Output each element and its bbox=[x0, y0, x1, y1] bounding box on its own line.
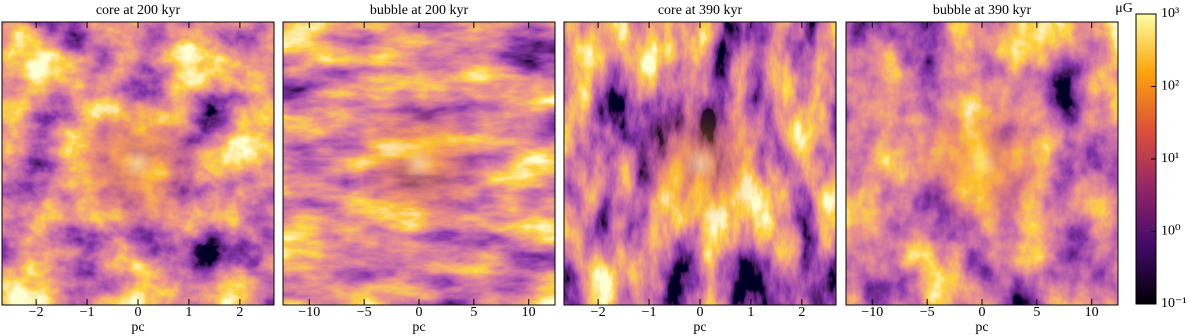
x-tick-label: 10 bbox=[522, 305, 536, 320]
colorbar-tick-label: 10¹ bbox=[1161, 151, 1179, 166]
bright-core bbox=[349, 93, 489, 234]
x-axis-label: pc bbox=[693, 320, 706, 335]
x-axis-label: pc bbox=[131, 320, 144, 335]
bright-core bbox=[630, 93, 770, 234]
x-tick-label: −1 bbox=[80, 305, 95, 320]
panel-title: bubble at 390 kyr bbox=[933, 3, 1032, 18]
colorbar-tick-label: 10² bbox=[1161, 79, 1179, 94]
x-axis-label: pc bbox=[975, 320, 988, 335]
heatmap-panel bbox=[845, 21, 1119, 306]
panel-title: core at 200 kyr bbox=[96, 3, 181, 18]
heatmap-panel bbox=[1, 21, 275, 306]
x-tick-label: 1 bbox=[747, 305, 754, 320]
bright-core bbox=[912, 93, 1052, 234]
x-tick-label: 10 bbox=[1085, 305, 1099, 320]
bright-core bbox=[68, 93, 208, 234]
x-tick-label: −2 bbox=[591, 305, 606, 320]
x-tick-label: 2 bbox=[236, 305, 243, 320]
colorbar-tick-label: 10⁰ bbox=[1161, 224, 1181, 239]
colorbar-tick-label: 10⁻¹ bbox=[1161, 296, 1187, 311]
x-tick-label: 5 bbox=[1033, 305, 1040, 320]
colorbar-tick-label: 10³ bbox=[1161, 6, 1179, 21]
heatmap-panel bbox=[563, 21, 837, 306]
x-tick-label: −10 bbox=[298, 305, 320, 320]
colorbar-label: μG bbox=[1115, 1, 1133, 16]
x-tick-label: −10 bbox=[861, 305, 883, 320]
x-tick-label: 0 bbox=[979, 305, 986, 320]
panel-title: bubble at 200 kyr bbox=[370, 3, 469, 18]
x-axis-label: pc bbox=[412, 320, 425, 335]
x-tick-label: −5 bbox=[920, 305, 935, 320]
x-tick-label: −5 bbox=[357, 305, 372, 320]
x-tick-label: −2 bbox=[29, 305, 44, 320]
x-tick-label: 2 bbox=[798, 305, 805, 320]
x-tick-label: −1 bbox=[642, 305, 657, 320]
x-tick-label: 1 bbox=[185, 305, 192, 320]
x-tick-label: 0 bbox=[416, 305, 423, 320]
heatmap-panel bbox=[282, 21, 556, 306]
x-tick-label: 0 bbox=[697, 305, 704, 320]
x-tick-label: 0 bbox=[135, 305, 142, 320]
panel-title: core at 390 kyr bbox=[658, 3, 743, 18]
x-tick-label: 5 bbox=[470, 305, 477, 320]
